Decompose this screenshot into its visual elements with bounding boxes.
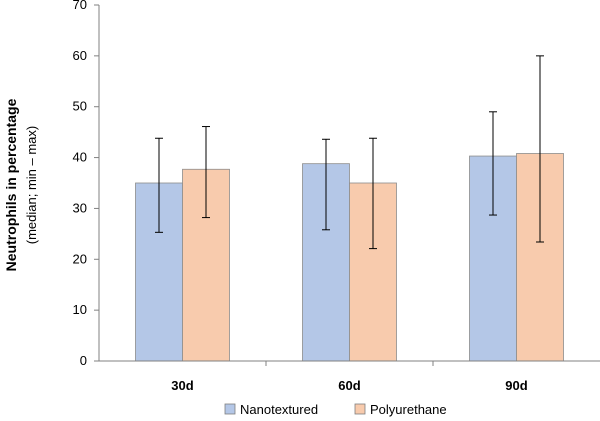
axes — [98, 5, 600, 366]
y-tick-label: 10 — [73, 302, 87, 317]
error-bars — [155, 55, 544, 250]
legend-label-nanotextured: Nanotextured — [240, 402, 318, 417]
bar-polyurethane-60d — [349, 182, 397, 362]
y-tick-label: 20 — [73, 251, 87, 266]
legend: Nanotextured Polyurethane — [224, 402, 447, 417]
y-tick-label: 60 — [73, 48, 87, 63]
x-category-label: 30d — [171, 378, 193, 393]
legend-swatch-nanotextured — [224, 403, 236, 415]
y-tick-label: 70 — [73, 0, 87, 12]
y-axis-title: Neutrophils in percentage — [3, 98, 19, 271]
legend-swatch-polyurethane — [354, 403, 366, 415]
y-tick-label: 0 — [80, 353, 87, 368]
y-axis-subtitle: (median; min – max) — [24, 126, 39, 244]
x-axis-categories: 30d 60d 90d — [171, 378, 527, 393]
y-tick-label: 40 — [73, 150, 87, 165]
bars — [135, 153, 564, 362]
legend-label-polyurethane: Polyurethane — [370, 402, 447, 417]
x-category-label: 60d — [338, 378, 360, 393]
y-tick-label: 30 — [73, 200, 87, 215]
y-tick-label: 50 — [73, 99, 87, 114]
y-axis-ticks: 0 10 20 30 40 50 60 70 — [73, 0, 99, 368]
x-category-label: 90d — [505, 378, 527, 393]
